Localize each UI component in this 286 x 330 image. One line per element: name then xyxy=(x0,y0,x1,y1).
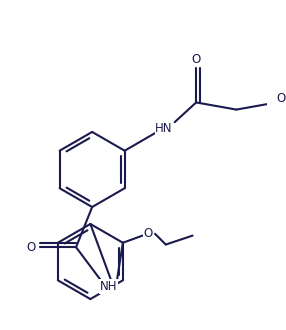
Text: O: O xyxy=(143,227,152,240)
Text: O: O xyxy=(27,241,36,254)
Text: HN: HN xyxy=(155,122,173,135)
Text: NH: NH xyxy=(100,280,117,293)
Text: O: O xyxy=(192,53,201,66)
Text: O: O xyxy=(277,92,286,105)
